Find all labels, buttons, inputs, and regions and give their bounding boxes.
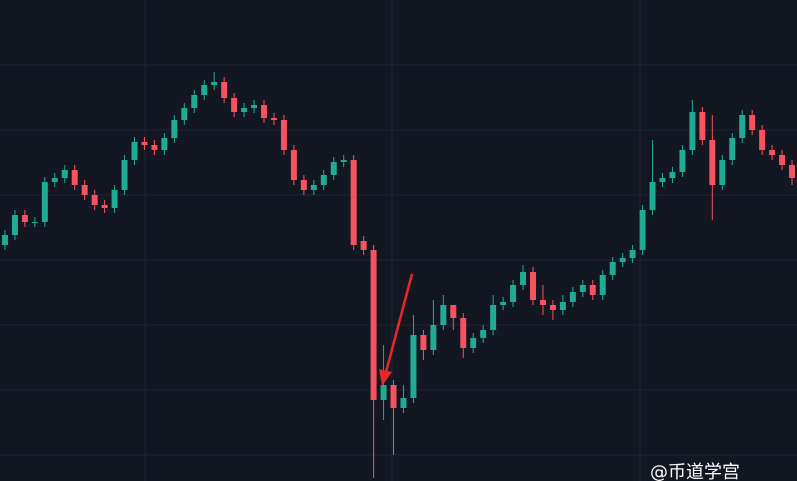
arrow-head [379,369,392,386]
candle-body [101,205,108,208]
candle-body [520,272,527,285]
candle-body [739,115,746,138]
candle-body [769,150,776,155]
candle-body [649,182,656,210]
candle-body [41,182,48,222]
candle-body [549,305,556,310]
candle-body [410,335,417,398]
candle-body [191,95,198,108]
candle-body [261,105,267,118]
candle-body [490,305,497,330]
candle-body [231,98,238,112]
candle-body [370,250,377,400]
candle-body [559,302,566,310]
candle-body [440,305,447,325]
candle-body [480,330,487,338]
candle-body [420,335,427,350]
candle-body [251,105,258,108]
candle-body [1,235,8,245]
candle-body [639,210,646,250]
candle-body [779,155,786,165]
arrow [379,273,414,386]
candle-body [181,108,188,120]
arrow-shaft [384,273,414,373]
candle-body [699,112,706,140]
candle-body [609,262,616,275]
candle-body [569,292,576,302]
candle-body [400,398,407,408]
candle-body [390,385,397,408]
candle-body [659,178,666,182]
candle-body [500,302,507,305]
candle-body [579,285,586,292]
candle-body [669,172,676,178]
candle-body [280,120,287,150]
candle-body [330,162,337,175]
candle-body [91,195,98,205]
candle-body [360,241,367,250]
candle-body [530,272,536,300]
candle-body [171,120,178,138]
candle-body [221,82,228,98]
candle-body [629,250,636,258]
candle-body [31,222,38,223]
candle-body [470,338,477,348]
candle-body [729,138,736,160]
candle-body [270,118,277,120]
candles [1,72,796,478]
candle-body [310,185,317,190]
candle-body [510,285,517,302]
candle-body [709,140,716,185]
candle-body [201,85,208,95]
candle-body [11,215,18,235]
candle-body [450,305,457,318]
candle-body [61,170,68,178]
candle-body [290,150,297,180]
candle-body [21,215,28,222]
candle-body [430,325,437,350]
candle-body [340,160,347,162]
candle-body [460,318,467,348]
candle-body [679,150,686,172]
candle-body [161,138,168,150]
candle-body [211,82,218,85]
candle-body [589,285,596,295]
candle-body [539,300,546,305]
candle-body [719,160,726,185]
candle-body [749,115,756,130]
candle-body [51,178,58,182]
candle-body [619,258,626,262]
candle-body [141,142,148,145]
candle-body [380,385,387,400]
candle-body [131,142,138,160]
candle-body [599,275,606,295]
candle-body [111,190,118,208]
candle-body [300,180,307,190]
candle-body [241,108,248,112]
candle-body [151,145,158,150]
candle-body [81,185,88,195]
watermark: @币道学宫 [650,462,740,481]
candle-body [759,130,766,150]
candle-body [320,175,327,185]
candle-body [71,170,78,185]
candle-body [789,165,796,178]
candle-body [350,160,357,245]
candle-body [689,112,696,150]
candle-body [121,160,128,190]
